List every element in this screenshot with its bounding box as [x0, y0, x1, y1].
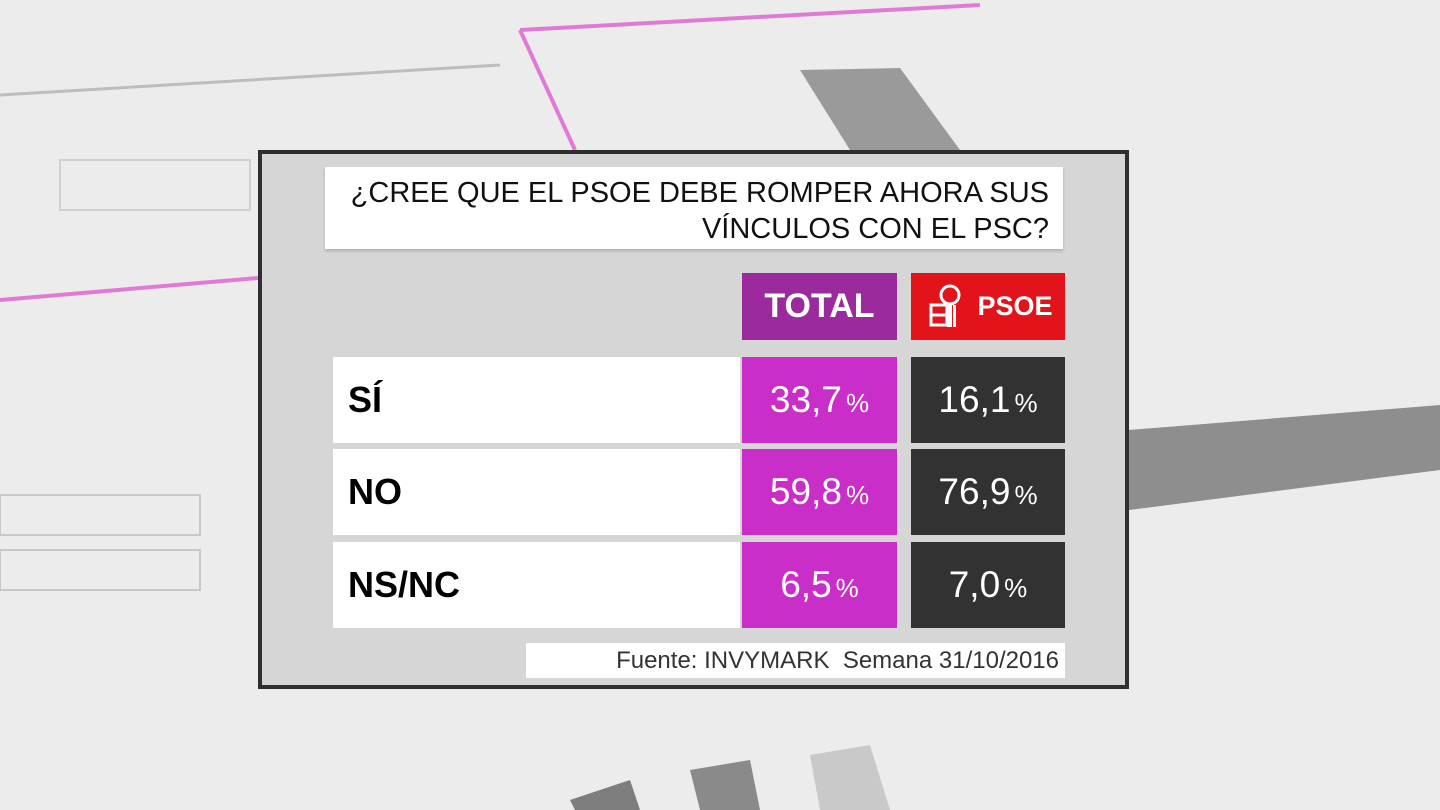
row-label: NO	[333, 449, 740, 535]
value-number: 76,9	[938, 471, 1011, 512]
value-cell: 6,5%	[742, 542, 897, 628]
value-unit: %	[1014, 387, 1038, 418]
value-unit: %	[845, 387, 870, 418]
value-unit: %	[1014, 479, 1038, 510]
value-unit: %	[835, 572, 859, 603]
question-line: VÍNCULOS CON EL PSC?	[701, 213, 1049, 245]
value-number: 6,5	[780, 564, 832, 605]
value-number: 16,1	[938, 379, 1011, 420]
row-label: SÍ	[333, 357, 740, 443]
value-cell: 7,0%	[911, 542, 1065, 628]
value-unit: %	[845, 479, 870, 510]
column-header: TOTAL	[742, 273, 897, 340]
row-label: NS/NC	[333, 542, 740, 628]
value-cell: 33,7%	[742, 357, 897, 443]
source: Fuente: INVYMARK Semana 31/10/2016	[526, 643, 1065, 678]
header-text: PSOE	[977, 291, 1053, 321]
value-unit: %	[1004, 572, 1028, 603]
value-number: 59,8	[769, 471, 842, 512]
value-number: 7,0	[948, 564, 1001, 605]
psoe-logo	[929, 284, 961, 327]
value-cell: 59,8%	[742, 449, 897, 535]
value-cell: 76,9%	[911, 449, 1065, 535]
header-text: TOTAL	[764, 287, 875, 325]
question-line: ¿CREE QUE EL PSOE DEBE ROMPER AHORA SUS	[350, 177, 1049, 209]
column-header: PSOE	[911, 273, 1065, 340]
question: ¿CREE QUE EL PSOE DEBE ROMPER AHORA SUS …	[325, 167, 1063, 249]
value-cell: 16,1%	[911, 357, 1065, 443]
value-number: 33,7	[769, 379, 842, 420]
